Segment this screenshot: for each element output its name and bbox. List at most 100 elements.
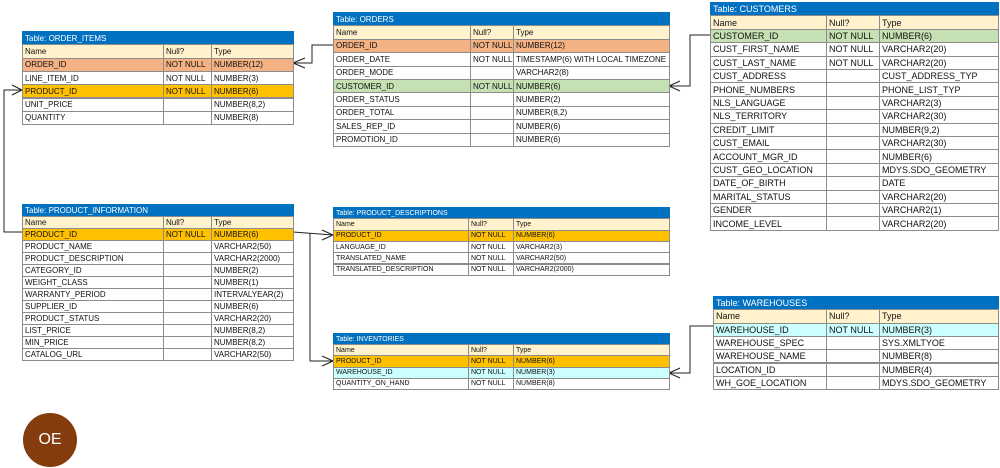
table-cell	[826, 122, 880, 137]
table-cell	[826, 189, 880, 204]
table-cell: ORDER_DATE	[333, 52, 471, 67]
table-cell: NOT NULL	[470, 52, 514, 67]
table-cell: WH_GOE_LOCATION	[713, 375, 827, 391]
table-cell: SYS.XMLTYOE	[879, 335, 999, 351]
table-cell: ORDER_STATUS	[333, 92, 471, 107]
table-cell: DATE_OF_BIRTH	[710, 176, 827, 191]
table-cell	[826, 136, 880, 151]
table-cell: CUSTOMER_ID	[710, 28, 827, 44]
table-cell: CUST_GEO_LOCATION	[710, 162, 827, 178]
table-cell: VARCHAR2(8)	[513, 65, 670, 80]
table-cell: NOT NULL	[826, 55, 880, 70]
table-cell: CATALOG_URL	[22, 348, 164, 361]
table-cell: VARCHAR2(3)	[879, 95, 999, 111]
table-cell: ORDER_MODE	[333, 65, 471, 80]
table-cell: NOT NULL	[470, 79, 514, 94]
schema-badge: OE	[23, 413, 77, 467]
table-cell: NOT NULL	[468, 377, 514, 390]
table-cell: NUMBER(8,2)	[211, 97, 294, 112]
table-cell: CUSTOMER_ID	[333, 79, 471, 94]
relation-line	[293, 44, 333, 64]
table-cell	[163, 348, 212, 361]
column-header: Name	[333, 25, 471, 40]
table-cell: VARCHAR2(30)	[879, 109, 999, 124]
table-cell: NUMBER(12)	[211, 57, 294, 72]
column-header: Null?	[826, 15, 880, 30]
table-cell: NUMBER(8)	[513, 377, 670, 390]
table-cell: NUMBER(4)	[879, 362, 999, 377]
table-cell	[826, 375, 880, 391]
relation-line	[3, 89, 22, 233]
table-cell	[826, 203, 880, 218]
table-cell: NUMBER(9,2)	[879, 122, 999, 137]
table-cell: NOT NULL	[470, 38, 514, 54]
table-cell: QUANTITY	[22, 110, 164, 126]
table-cell: INCOME_LEVEL	[710, 216, 827, 231]
table-cell	[826, 216, 880, 231]
table-cell: PROMOTION_ID	[333, 132, 471, 147]
table-cell: NUMBER(2)	[513, 92, 670, 107]
relation-line	[669, 325, 713, 374]
crow-foot	[668, 372, 681, 379]
table-cell: CUST_LAST_NAME	[710, 55, 827, 70]
crow-foot	[321, 360, 334, 367]
table-cell: NOT NULL	[468, 263, 514, 276]
table-cell: NUMBER(3)	[211, 70, 294, 86]
column-header: Name	[22, 44, 164, 59]
table-cell: MDYS.SDO_GEOMETRY	[879, 375, 999, 391]
table-cell: SALES_REP_ID	[333, 119, 471, 134]
table-cell	[826, 82, 880, 97]
table-cell: NUMBER(3)	[879, 322, 999, 337]
table-cell	[470, 105, 514, 121]
crow-foot	[321, 355, 334, 362]
table-title: Table: CUSTOMERS	[710, 2, 999, 17]
relation-line	[669, 34, 710, 87]
crow-foot	[292, 62, 306, 69]
column-header: Null?	[826, 309, 880, 324]
table-cell	[826, 109, 880, 124]
table-title: Table: WAREHOUSES	[713, 296, 999, 311]
table-cell	[826, 176, 880, 191]
table-cell: NUMBER(6)	[513, 79, 670, 94]
table-cell: NUMBER(6)	[513, 119, 670, 134]
table-cell: NLS_TERRITORY	[710, 109, 827, 124]
table-cell: ACCOUNT_MGR_ID	[710, 149, 827, 164]
table-cell	[163, 97, 212, 112]
column-header: Type	[879, 309, 999, 324]
crow-foot	[11, 84, 23, 91]
table-cell: NUMBER(8)	[211, 110, 294, 126]
table-cell: CUST_EMAIL	[710, 136, 827, 151]
table-cell	[470, 92, 514, 107]
table-cell: NOT NULL	[826, 322, 880, 337]
table-cell	[470, 65, 514, 80]
table-cell: NUMBER(6)	[513, 132, 670, 147]
table-cell: MDYS.SDO_GEOMETRY	[879, 162, 999, 178]
column-header: Type	[211, 44, 294, 59]
table-cell: CUST_ADDRESS_TYP	[879, 69, 999, 84]
table-cell: TIMESTAMP(6) WITH LOCAL TIMEZONE	[513, 52, 670, 67]
column-header: Null?	[470, 25, 514, 40]
table-cell: TRANSLATED_DESCRIPTION	[333, 263, 469, 276]
table-cell: PHONE_LIST_TYP	[879, 82, 999, 97]
table-cell: CUST_FIRST_NAME	[710, 42, 827, 57]
table-title: Table: ORDERS	[333, 12, 670, 27]
table-cell: NUMBER(6)	[211, 84, 294, 99]
relation-line	[309, 233, 333, 362]
table-cell: CUST_ADDRESS	[710, 69, 827, 84]
table-cell: VARCHAR2(50)	[211, 348, 294, 361]
table-cell: NOT NULL	[163, 70, 212, 86]
table-cell	[826, 349, 880, 364]
table-cell	[826, 162, 880, 178]
relation-line	[292, 231, 334, 236]
table-cell: VARCHAR2(20)	[879, 189, 999, 204]
table-cell	[163, 110, 212, 126]
table-cell: WAREHOUSE_SPEC	[713, 335, 827, 351]
table-cell: NUMBER(8)	[879, 349, 999, 364]
table-cell	[826, 69, 880, 84]
column-header: Type	[879, 15, 999, 30]
crow-foot	[668, 367, 681, 374]
table-cell: CREDIT_LIMIT	[710, 122, 827, 137]
table-cell: LINE_ITEM_ID	[22, 70, 164, 86]
table-cell	[470, 132, 514, 147]
